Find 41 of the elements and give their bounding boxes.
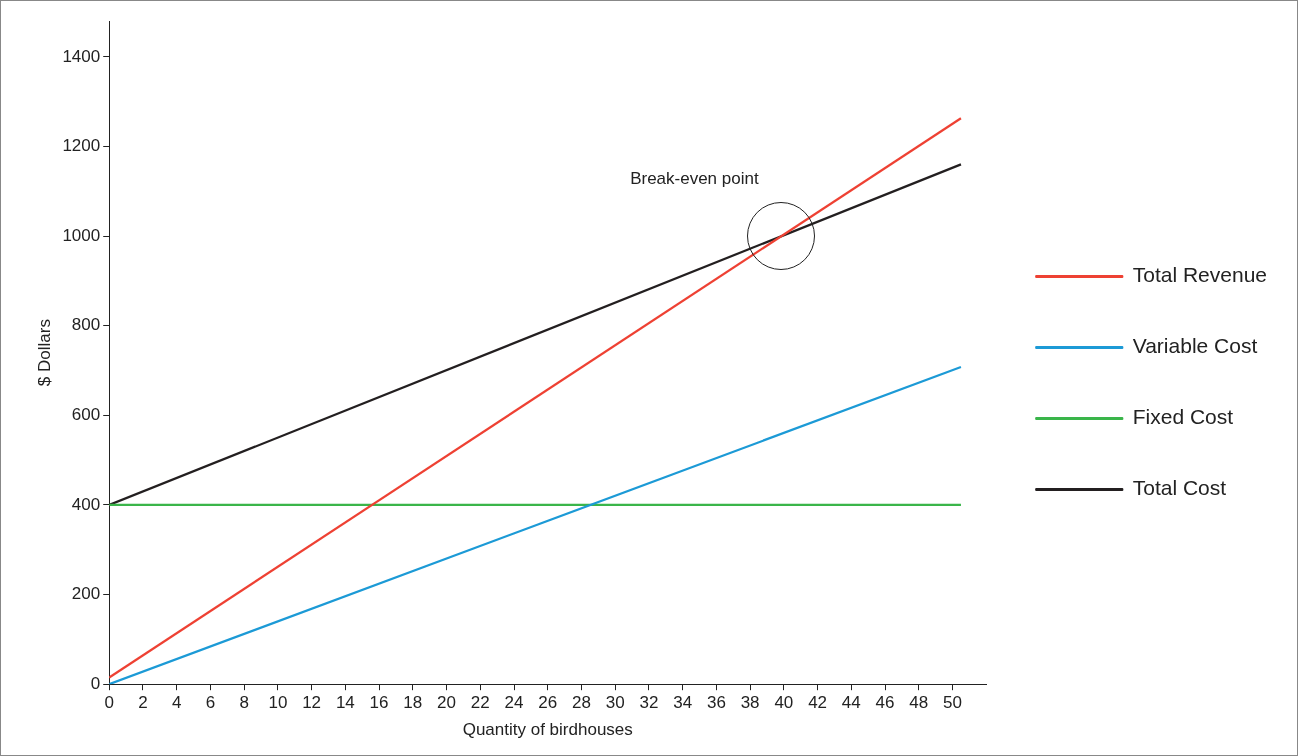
x-tick-label: 8 [239,693,249,713]
x-axis-title: Quantity of birdhouses [462,720,633,740]
x-tick-label: 38 [740,693,760,713]
x-tick-label: 4 [171,693,182,713]
x-tick-label: 20 [437,693,456,713]
x-tick-label: 42 [808,693,828,713]
legend-label: Fixed Cost [1132,405,1234,429]
x-tick-label: 18 [403,693,423,713]
x-tick-label: 30 [605,693,625,713]
legend-label: Variable Cost [1132,334,1258,358]
legend-label: Total Cost [1132,476,1227,500]
x-tick-label: 12 [302,693,322,713]
y-tick-label: 1400 [62,46,101,66]
x-tick-label: 46 [875,693,895,713]
annotation: Break-even point [630,169,759,189]
y-axis-title: $ Dollars [34,319,54,387]
x-tick-label: 50 [943,693,962,713]
x-tick-label: 14 [335,693,355,713]
y-tick-label: 1200 [62,136,101,156]
x-tick-label: 2 [138,693,148,713]
y-tick-label: 1000 [62,225,101,245]
x-tick-label: 10 [268,693,288,713]
x-tick-label: 6 [205,693,216,713]
y-tick-label: 200 [71,584,101,604]
x-tick-label: 44 [841,693,861,713]
x-tick-label: 26 [538,693,558,713]
x-tick-label: 36 [706,693,726,713]
y-tick-label: 800 [71,315,101,335]
x-tick-label: 24 [504,693,524,713]
x-tick-label: 16 [369,693,389,713]
x-tick-label: 0 [104,693,114,713]
x-tick-label: 32 [639,693,659,713]
x-tick-label: 40 [774,693,794,713]
x-tick-label: 28 [572,693,591,713]
legend-label: Total Revenue [1132,263,1268,287]
y-tick-label: 400 [71,494,101,514]
x-tick-label: 34 [673,693,693,713]
x-tick-label: 48 [909,693,929,713]
x-tick-label: 22 [470,693,490,713]
y-tick-label: 600 [71,405,101,425]
y-tick-label: 0 [90,673,101,693]
